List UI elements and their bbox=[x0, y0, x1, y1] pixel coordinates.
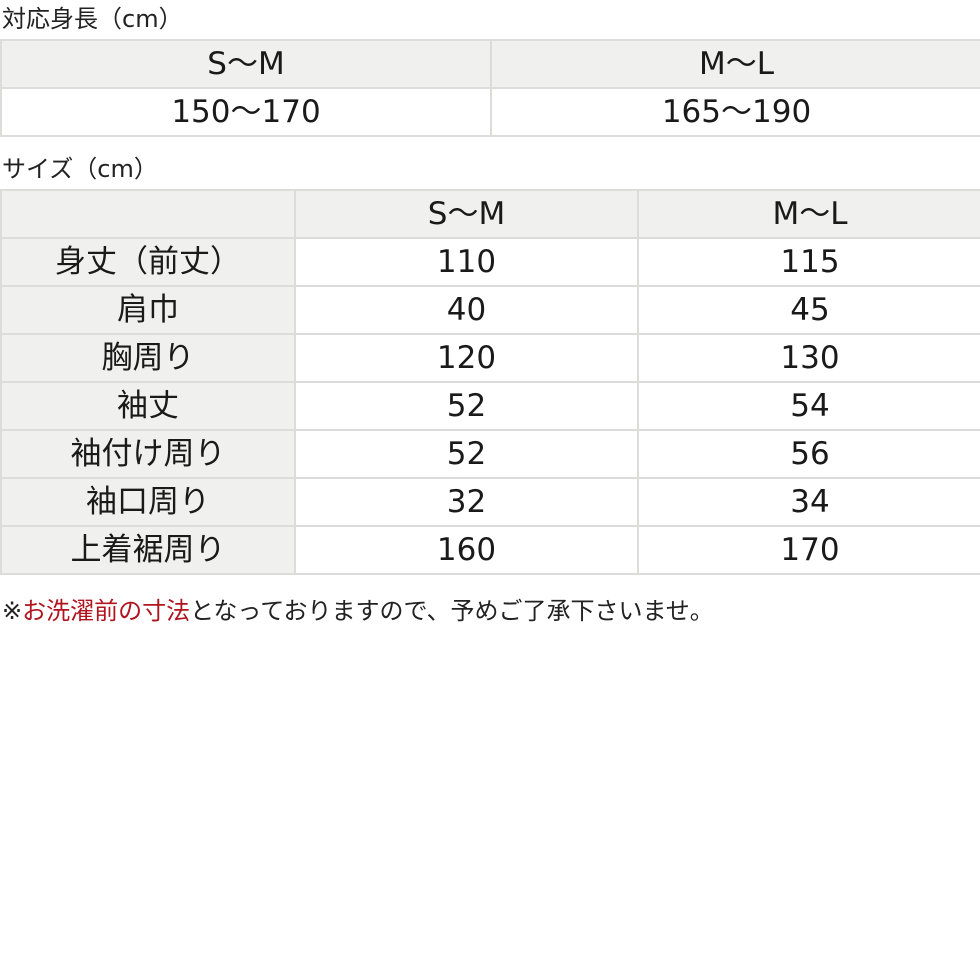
row-label: 袖丈 bbox=[0, 381, 296, 431]
cell-s-m: 52 bbox=[294, 429, 639, 479]
note-rest: となっておりますので、予めご了承下さいませ。 bbox=[190, 597, 714, 625]
size-table-caption: サイズ（cm） bbox=[2, 155, 158, 183]
cell-m-l: 34 bbox=[637, 477, 980, 527]
header-cell: M〜L bbox=[490, 39, 980, 89]
cell-s-m: 52 bbox=[294, 381, 639, 431]
cell-s-m: 110 bbox=[294, 237, 639, 287]
row-label: 身丈（前丈） bbox=[0, 237, 296, 287]
note-highlight: お洗濯前の寸法 bbox=[22, 597, 191, 625]
cell-s-m: 120 bbox=[294, 333, 639, 383]
header-cell: M〜L bbox=[637, 189, 980, 239]
cell-m-l: 56 bbox=[637, 429, 980, 479]
table-cell: 165〜190 bbox=[490, 87, 980, 137]
size-table: S〜M M〜L 身丈（前丈） 110 115 肩巾 40 45 胸周り 120 130 袖丈 52 5… bbox=[0, 189, 980, 575]
cell-s-m: 32 bbox=[294, 477, 639, 527]
table-cell: 150〜170 bbox=[0, 87, 492, 137]
cell-m-l: 45 bbox=[637, 285, 980, 335]
table-row: 身丈（前丈） 110 115 bbox=[0, 237, 980, 287]
header-cell bbox=[0, 189, 296, 239]
table-header-row: S〜M M〜L bbox=[0, 39, 980, 89]
row-label: 胸周り bbox=[0, 333, 296, 383]
height-table-caption: 対応身長（cm） bbox=[2, 5, 183, 33]
table-row: 150〜170 165〜190 bbox=[0, 87, 980, 137]
row-label: 袖口周り bbox=[0, 477, 296, 527]
height-table: S〜M M〜L 150〜170 165〜190 bbox=[0, 39, 980, 137]
cell-s-m: 40 bbox=[294, 285, 639, 335]
table-row: 胸周り 120 130 bbox=[0, 333, 980, 383]
table-row: 袖口周り 32 34 bbox=[0, 477, 980, 527]
row-label: 袖付け周り bbox=[0, 429, 296, 479]
cell-s-m: 160 bbox=[294, 525, 639, 575]
table-header-row: S〜M M〜L bbox=[0, 189, 980, 239]
header-cell: S〜M bbox=[294, 189, 639, 239]
table-row: 上着裾周り 160 170 bbox=[0, 525, 980, 575]
table-row: 袖付け周り 52 56 bbox=[0, 429, 980, 479]
cell-m-l: 54 bbox=[637, 381, 980, 431]
cell-m-l: 115 bbox=[637, 237, 980, 287]
cell-m-l: 170 bbox=[637, 525, 980, 575]
note: ※お洗濯前の寸法となっておりますので、予めご了承下さいませ。 bbox=[2, 594, 714, 628]
row-label: 肩巾 bbox=[0, 285, 296, 335]
header-cell: S〜M bbox=[0, 39, 492, 89]
note-prefix: ※ bbox=[2, 597, 23, 625]
table-row: 袖丈 52 54 bbox=[0, 381, 980, 431]
table-row: 肩巾 40 45 bbox=[0, 285, 980, 335]
cell-m-l: 130 bbox=[637, 333, 980, 383]
row-label: 上着裾周り bbox=[0, 525, 296, 575]
